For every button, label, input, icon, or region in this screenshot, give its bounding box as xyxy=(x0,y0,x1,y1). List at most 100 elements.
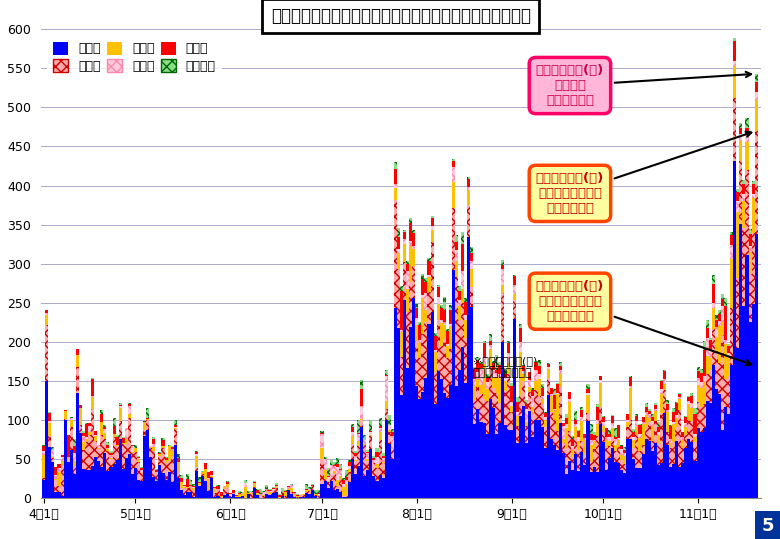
Bar xyxy=(501,342,504,498)
Bar xyxy=(486,374,488,377)
Bar xyxy=(498,403,501,423)
Bar xyxy=(495,370,498,373)
Bar xyxy=(109,453,112,455)
Bar xyxy=(724,298,727,306)
Bar xyxy=(470,287,473,307)
Bar xyxy=(568,392,571,399)
Bar xyxy=(370,436,372,450)
Bar xyxy=(122,437,125,438)
Bar xyxy=(550,396,553,412)
Bar xyxy=(516,412,519,417)
Bar xyxy=(119,406,122,408)
Legend: 大阪府, 兵庫縣, 京都府, 滋賀縣, 奈良縣, 和歌山縣: 大阪府, 兵庫縣, 京都府, 滋賀縣, 奈良縣, 和歌山縣 xyxy=(47,36,222,79)
Bar xyxy=(119,421,122,439)
Bar xyxy=(672,441,675,465)
Bar xyxy=(730,232,733,235)
Bar xyxy=(397,270,400,328)
Bar xyxy=(372,458,375,460)
Bar xyxy=(61,457,64,461)
Bar xyxy=(669,425,672,426)
Bar xyxy=(137,455,140,458)
Bar xyxy=(76,355,79,367)
Bar xyxy=(265,490,268,494)
Bar xyxy=(106,448,109,450)
Bar xyxy=(525,443,528,498)
Bar xyxy=(590,424,593,434)
Bar xyxy=(333,462,335,465)
Bar xyxy=(424,322,427,378)
Bar xyxy=(98,445,101,448)
Bar xyxy=(168,445,171,446)
Bar xyxy=(48,412,51,413)
Bar xyxy=(519,342,523,352)
Bar xyxy=(491,370,495,378)
Bar xyxy=(452,270,455,498)
Bar xyxy=(498,374,501,377)
Bar xyxy=(568,402,571,431)
Bar xyxy=(446,329,448,331)
Bar xyxy=(556,392,559,395)
Bar xyxy=(370,420,372,431)
Bar xyxy=(385,409,388,420)
Bar xyxy=(712,303,715,308)
Bar xyxy=(577,450,580,471)
Bar xyxy=(257,489,259,490)
Bar xyxy=(721,306,724,322)
Bar xyxy=(79,425,82,433)
Bar xyxy=(103,439,106,453)
Bar xyxy=(531,414,534,437)
Bar xyxy=(633,437,636,440)
Bar xyxy=(528,392,531,411)
Bar xyxy=(91,379,94,396)
Bar xyxy=(324,459,327,471)
Bar xyxy=(112,426,115,433)
Bar xyxy=(397,228,400,237)
Bar xyxy=(348,472,351,482)
Bar xyxy=(743,306,746,498)
Bar xyxy=(739,123,743,128)
Bar xyxy=(458,291,461,300)
Bar xyxy=(155,472,158,481)
Bar xyxy=(222,489,225,495)
Bar xyxy=(192,496,195,498)
Bar xyxy=(324,459,327,471)
Bar xyxy=(693,408,697,414)
Bar xyxy=(495,392,498,433)
Bar xyxy=(370,450,372,498)
Bar xyxy=(42,478,45,480)
Bar xyxy=(660,380,663,381)
Bar xyxy=(752,232,754,305)
Bar xyxy=(391,437,394,450)
Bar xyxy=(550,412,553,439)
Bar xyxy=(250,493,254,494)
Bar xyxy=(672,422,675,424)
Bar xyxy=(611,448,614,498)
Bar xyxy=(712,275,715,284)
Bar xyxy=(467,237,470,498)
Bar xyxy=(391,429,394,432)
Bar xyxy=(754,131,757,234)
Bar xyxy=(155,469,158,470)
Bar xyxy=(94,457,98,498)
Bar xyxy=(483,399,486,423)
Bar xyxy=(617,463,620,498)
Bar xyxy=(604,427,608,429)
Bar xyxy=(580,410,583,417)
Bar xyxy=(106,448,109,450)
Bar xyxy=(657,465,660,498)
Bar xyxy=(604,470,608,498)
Bar xyxy=(324,479,327,481)
Bar xyxy=(51,447,55,450)
Bar xyxy=(721,294,724,299)
Bar xyxy=(66,436,69,457)
Bar xyxy=(308,490,311,491)
Bar xyxy=(458,286,461,291)
Bar xyxy=(161,448,165,473)
Bar xyxy=(651,440,654,451)
Bar xyxy=(491,361,495,363)
Bar xyxy=(424,293,427,310)
Bar xyxy=(290,488,293,492)
Bar xyxy=(641,422,644,424)
Bar xyxy=(583,433,587,434)
Bar xyxy=(654,403,657,405)
